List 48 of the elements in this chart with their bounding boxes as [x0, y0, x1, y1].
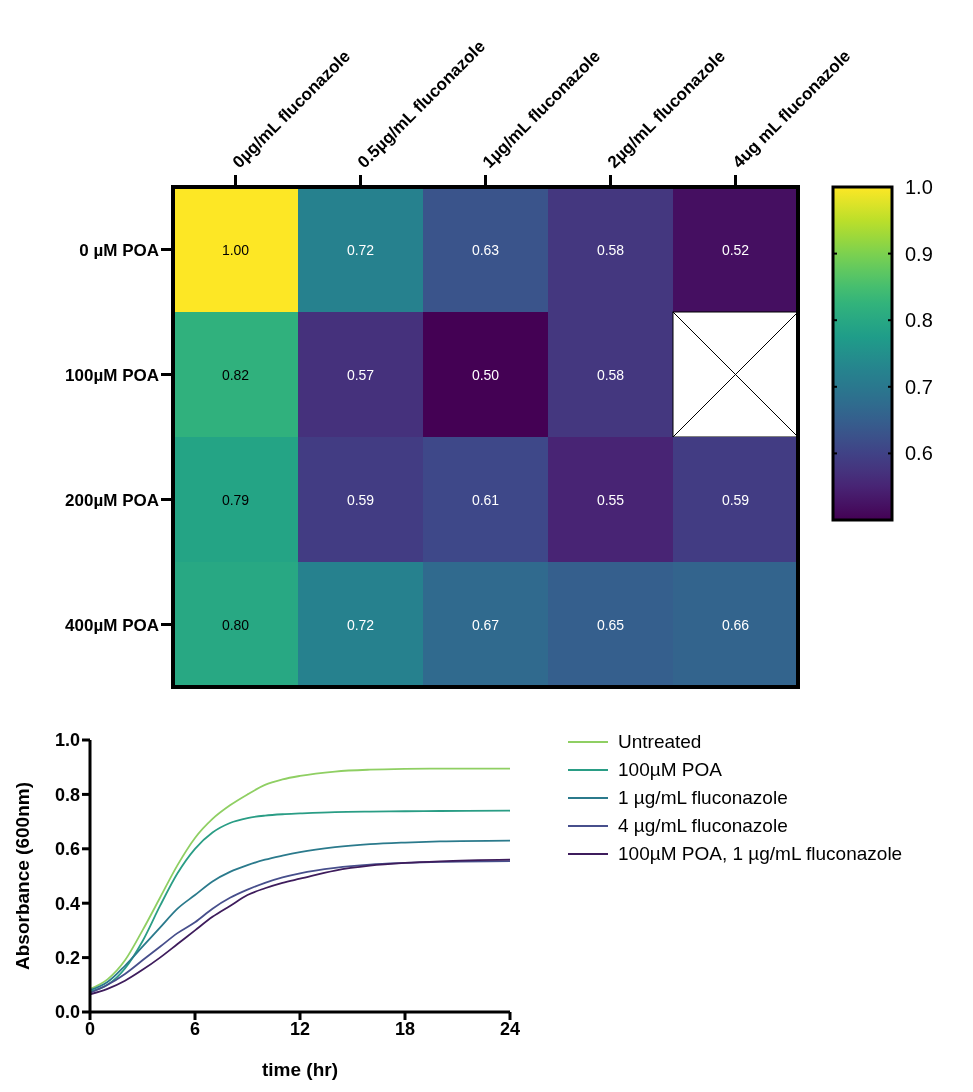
color-bar-label: 1.0 [905, 176, 933, 198]
data-label: 0.79 [221, 491, 250, 508]
data-label: 1.00 [221, 241, 250, 258]
legend-label: 100µM POA [618, 758, 722, 782]
data-label: 0.52 [721, 241, 750, 258]
legend-label: 4 µg/mL fluconazole [618, 814, 788, 838]
x-tick-label: 12 [289, 1018, 311, 1039]
y-tick-label: 0.4 [54, 893, 80, 914]
data-label: 0.65 [596, 616, 625, 633]
color-bar-label: 0.6 [905, 442, 933, 465]
x-tick-label: 18 [394, 1018, 416, 1039]
y-tick-label: 100µM POA [65, 365, 159, 385]
legend-label: 100µM POA, 1 µg/mL fluconazole [618, 842, 903, 866]
y-tick-label: 0 µM POA [79, 240, 159, 260]
data-label: 0.50 [471, 366, 500, 383]
y-tick-label: 0.6 [54, 839, 80, 860]
color-bar-label: 0.8 [905, 309, 933, 332]
data-label: 0.59 [346, 491, 375, 508]
y-tick-label: 200µM POA [65, 490, 159, 510]
data-label: 0.63 [471, 241, 500, 258]
line-series [90, 809, 510, 993]
color-bar-label: 0.7 [905, 375, 933, 398]
x-tick-label: 0 [84, 1018, 96, 1039]
y-tick-label: 0.0 [54, 1002, 80, 1023]
data-label: 0.61 [471, 491, 500, 508]
x-tick-label: 24 [499, 1018, 521, 1039]
data-label: 0.59 [721, 491, 750, 508]
x-tick-label: 6 [189, 1018, 201, 1039]
x-axis-title: time (hr) [262, 1059, 338, 1080]
data-label: 0.80 [221, 616, 250, 633]
data-label: 0.58 [596, 366, 625, 383]
legend-label: Untreated [618, 730, 702, 754]
color-bar-label: 0.9 [905, 242, 933, 265]
y-tick-label: 0.2 [54, 947, 80, 968]
legend-label: 1 µg/mL fluconazole [618, 786, 788, 810]
data-label: 0.72 [346, 616, 375, 633]
data-label: 0.72 [346, 241, 375, 258]
data-label: 0.55 [596, 491, 625, 508]
data-label: 0.57 [346, 366, 375, 383]
y-axis-title: Absorbance (600nm) [11, 782, 33, 970]
data-label: 0.82 [221, 366, 250, 383]
data-label: 0.58 [596, 241, 625, 258]
y-tick-label: 1.0 [54, 730, 80, 751]
data-label: 0.66 [721, 616, 750, 633]
data-label: 0.67 [471, 616, 500, 633]
line-series [90, 767, 510, 990]
y-tick-label: 400µM POA [65, 615, 159, 635]
y-tick-label: 0.8 [54, 784, 80, 805]
